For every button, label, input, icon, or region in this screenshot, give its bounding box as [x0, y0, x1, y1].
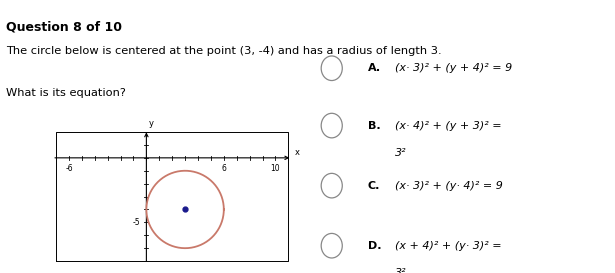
Text: (x· 3)² + (y + 4)² = 9: (x· 3)² + (y + 4)² = 9	[395, 63, 512, 73]
Text: What is its equation?: What is its equation?	[6, 88, 126, 99]
Text: (x· 3)² + (y· 4)² = 9: (x· 3)² + (y· 4)² = 9	[395, 181, 503, 191]
Text: D.: D.	[368, 241, 381, 251]
Text: A.: A.	[368, 63, 381, 73]
Text: x: x	[295, 147, 300, 156]
Text: -5: -5	[132, 218, 140, 227]
Text: B.: B.	[368, 121, 381, 130]
Text: 10: 10	[271, 164, 280, 173]
Text: The circle below is centered at the point (3, -4) and has a radius of length 3.: The circle below is centered at the poin…	[6, 46, 442, 57]
Text: C.: C.	[368, 181, 380, 191]
Text: -6: -6	[65, 164, 73, 173]
Text: 3²: 3²	[395, 268, 407, 273]
Text: (x· 4)² + (y + 3)² =: (x· 4)² + (y + 3)² =	[395, 121, 502, 130]
Text: Question 8 of 10: Question 8 of 10	[6, 21, 122, 34]
Text: 6: 6	[221, 164, 226, 173]
Text: 3²: 3²	[395, 148, 407, 158]
Text: (x + 4)² + (y· 3)² =: (x + 4)² + (y· 3)² =	[395, 241, 502, 251]
Text: y: y	[148, 119, 153, 128]
